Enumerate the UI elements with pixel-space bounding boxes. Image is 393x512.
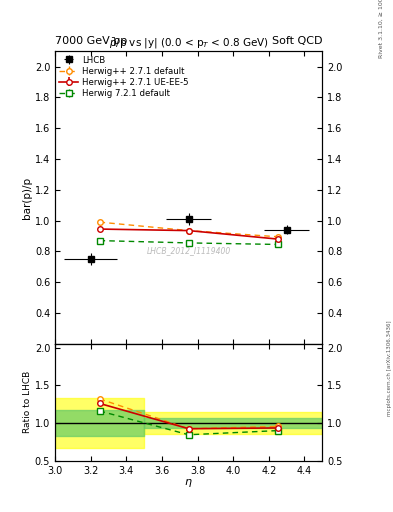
Y-axis label: bar(p)/p: bar(p)/p	[22, 177, 32, 219]
Text: mcplots.cern.ch [arXiv:1306.3436]: mcplots.cern.ch [arXiv:1306.3436]	[387, 321, 391, 416]
Y-axis label: Ratio to LHCB: Ratio to LHCB	[23, 371, 32, 434]
X-axis label: $\eta$: $\eta$	[184, 477, 193, 489]
Title: $\bar{p}$/p vs |y| (0.0 < p$_{T}$ < 0.8 GeV): $\bar{p}$/p vs |y| (0.0 < p$_{T}$ < 0.8 …	[108, 37, 269, 51]
Text: Soft QCD: Soft QCD	[272, 36, 322, 46]
Text: LHCB_2012_I1119400: LHCB_2012_I1119400	[147, 246, 231, 254]
Text: Rivet 3.1.10, ≥ 100k events: Rivet 3.1.10, ≥ 100k events	[379, 0, 384, 58]
Text: 7000 GeV pp: 7000 GeV pp	[55, 36, 127, 46]
Legend: LHCB, Herwig++ 2.7.1 default, Herwig++ 2.7.1 UE-EE-5, Herwig 7.2.1 default: LHCB, Herwig++ 2.7.1 default, Herwig++ 2…	[58, 54, 190, 100]
